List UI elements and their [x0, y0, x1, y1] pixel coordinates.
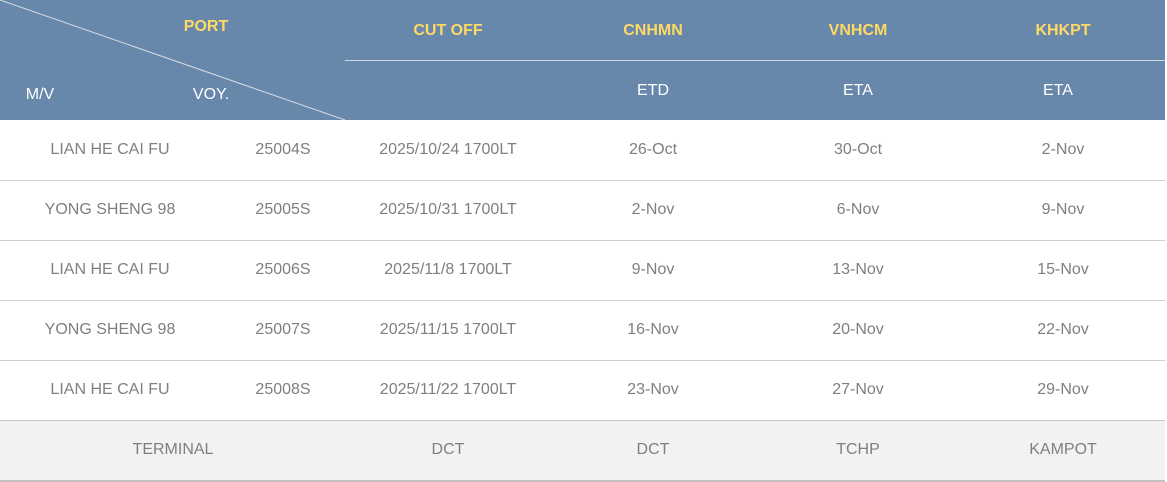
header-dividers [0, 0, 1165, 120]
terminal-cell: DCT [636, 441, 670, 458]
table-cell: YONG SHENG 98 [44, 201, 176, 218]
table-cell: 2025/11/8 1700LT [384, 261, 512, 278]
table-cell: 30-Oct [833, 141, 883, 158]
table-cell: 13-Nov [832, 261, 884, 278]
table-row: LIAN HE CAI FU 25008S 2025/11/22 1700LT 23-… [0, 360, 1165, 421]
port-code-vnhcm: VNHCM [828, 22, 888, 39]
table-cell: 23-Nov [627, 381, 679, 398]
port-code-khkpt: KHKPT [1035, 22, 1091, 39]
table-cell: 16-Nov [627, 321, 679, 338]
table-cell: 15-Nov [1037, 261, 1089, 278]
table-row: YONG SHENG 98 25005S 2025/10/31 1700LT 2-No… [0, 180, 1165, 241]
table-cell: 20-Nov [832, 321, 884, 338]
table-cell: 2025/11/22 1700LT [379, 381, 517, 398]
eta-label: ETA [1043, 82, 1073, 99]
table-cell: LIAN HE CAI FU [50, 381, 170, 398]
voy-label: VOY. [192, 86, 230, 103]
etd-label: ETD [637, 82, 669, 99]
table-row: YONG SHENG 98 25007S 2025/11/15 1700LT 16-N… [0, 300, 1165, 361]
port-code-cnhmn: CNHMN [623, 22, 683, 39]
table-cell: 22-Nov [1037, 321, 1089, 338]
table-row: LIAN HE CAI FU 25006S 2025/11/8 1700LT 9-No… [0, 240, 1165, 301]
table-cell: YONG SHENG 98 [44, 321, 176, 338]
table-cell: 2025/10/31 1700LT [379, 201, 517, 218]
table-cell: 25005S [255, 201, 311, 218]
table-cell: 25008S [255, 381, 311, 398]
table-cell: 2025/11/15 1700LT [379, 321, 517, 338]
table-header: PORT M/V VOY. CUT OFF CNHMN VNHCM KHKPT … [0, 0, 1165, 120]
terminal-cell: DCT [431, 441, 465, 458]
table-cell: 25006S [255, 261, 311, 278]
port-label: PORT [183, 18, 229, 35]
table-cell: 2-Nov [631, 201, 675, 218]
table-cell: LIAN HE CAI FU [50, 261, 170, 278]
table-cell: 2-Nov [1041, 141, 1085, 158]
mv-label: M/V [25, 86, 55, 103]
eta-label: ETA [843, 82, 873, 99]
table-cell: 2025/10/24 1700LT [379, 141, 517, 158]
table-cell: 25007S [255, 321, 311, 338]
terminal-cell: TCHP [836, 441, 880, 458]
terminal-cell: KAMPOT [1029, 441, 1097, 458]
table-cell: 26-Oct [628, 141, 678, 158]
terminal-row: TERMINAL DCT DCT TCHP KAMPOT [0, 420, 1165, 482]
cutoff-label: CUT OFF [413, 22, 483, 39]
table-cell: 29-Nov [1037, 381, 1089, 398]
table-cell: 25004S [255, 141, 311, 158]
table-cell: 6-Nov [836, 201, 880, 218]
table-cell: LIAN HE CAI FU [50, 141, 170, 158]
table-cell: 9-Nov [631, 261, 675, 278]
table-cell: 27-Nov [832, 381, 884, 398]
table-row: LIAN HE CAI FU 25004S 2025/10/24 1700LT 26-… [0, 120, 1165, 181]
table-cell: 9-Nov [1041, 201, 1085, 218]
terminal-label: TERMINAL [132, 441, 214, 458]
